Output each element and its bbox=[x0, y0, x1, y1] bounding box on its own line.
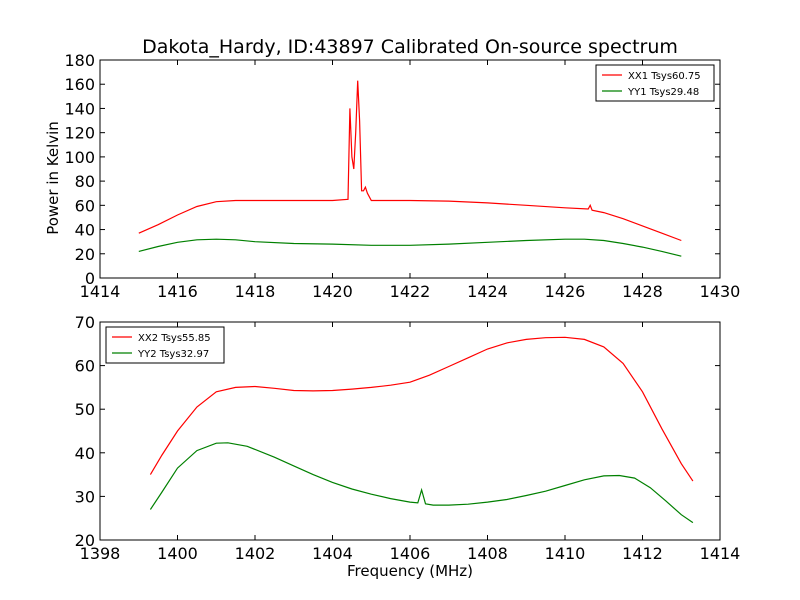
y-tick-label: 30 bbox=[75, 487, 95, 506]
bottom-xlabel: Frequency (MHz) bbox=[347, 562, 473, 580]
x-tick-label: 1406 bbox=[390, 544, 431, 563]
legend-entry: YY1 Tsys29.48 bbox=[627, 87, 699, 98]
legend-entry: XX1 Tsys60.75 bbox=[628, 71, 701, 82]
x-tick-label: 1424 bbox=[467, 282, 508, 301]
x-tick-label: 1426 bbox=[545, 282, 586, 301]
series-line-1 bbox=[149, 336, 694, 482]
x-tick-label: 1420 bbox=[312, 282, 353, 301]
legend-box bbox=[105, 326, 225, 364]
top-ylabel: Power in Kelvin bbox=[44, 121, 62, 235]
x-tick-label: 1430 bbox=[700, 282, 741, 301]
y-tick-label: 100 bbox=[64, 148, 95, 167]
x-tick-label: 1418 bbox=[235, 282, 276, 301]
legend-entry: XX2 Tsys55.85 bbox=[138, 333, 211, 344]
legend: XX2 Tsys55.85 YY2 Tsys32.97 bbox=[105, 326, 225, 364]
x-tick-label: 1402 bbox=[235, 544, 276, 563]
y-tick-label: 0 bbox=[85, 269, 95, 288]
x-tick-label: 1428 bbox=[622, 282, 663, 301]
series-line-1 bbox=[138, 80, 682, 242]
x-tick-label: 1412 bbox=[622, 544, 663, 563]
y-tick-label: 180 bbox=[64, 51, 95, 70]
series-line-2 bbox=[149, 442, 694, 524]
x-tick-label: 1416 bbox=[157, 282, 198, 301]
series-line-2 bbox=[138, 238, 682, 257]
x-tick-label: 1400 bbox=[157, 544, 198, 563]
x-tick-label: 1410 bbox=[545, 544, 586, 563]
bottom-plot: 1398 1400 1402 1404 1406 1408 1410 1412 1414 20 30… bbox=[75, 313, 741, 563]
y-tick-label: 60 bbox=[75, 357, 95, 376]
y-tick-label: 140 bbox=[64, 99, 95, 118]
y-tick-label: 60 bbox=[75, 196, 95, 215]
y-tick-label: 40 bbox=[75, 444, 95, 463]
x-tick-label: 1422 bbox=[390, 282, 431, 301]
top-plot: 1414 1416 1418 1420 1422 1424 1426 1428 1430 0 20 4… bbox=[64, 51, 740, 301]
x-tick-label: 1408 bbox=[467, 544, 508, 563]
y-tick-label: 120 bbox=[64, 124, 95, 143]
y-tick-label: 20 bbox=[75, 531, 95, 550]
chart-title: Dakota_Hardy, ID:43897 Calibrated On-sou… bbox=[142, 36, 678, 58]
y-tick-label: 50 bbox=[75, 400, 95, 419]
x-tick-label: 1414 bbox=[80, 282, 121, 301]
y-tick-label: 80 bbox=[75, 172, 95, 191]
legend: XX1 Tsys60.75 YY1 Tsys29.48 bbox=[595, 64, 715, 102]
x-tick-label: 1398 bbox=[80, 544, 121, 563]
legend-box bbox=[595, 64, 715, 102]
y-tick-label: 160 bbox=[64, 75, 95, 94]
y-tick-label: 20 bbox=[75, 245, 95, 264]
x-tick-label: 1414 bbox=[700, 544, 741, 563]
x-tick-label: 1404 bbox=[312, 544, 353, 563]
y-tick-label: 70 bbox=[75, 313, 95, 332]
legend-entry: YY2 Tsys32.97 bbox=[137, 349, 209, 360]
y-tick-label: 40 bbox=[75, 221, 95, 240]
